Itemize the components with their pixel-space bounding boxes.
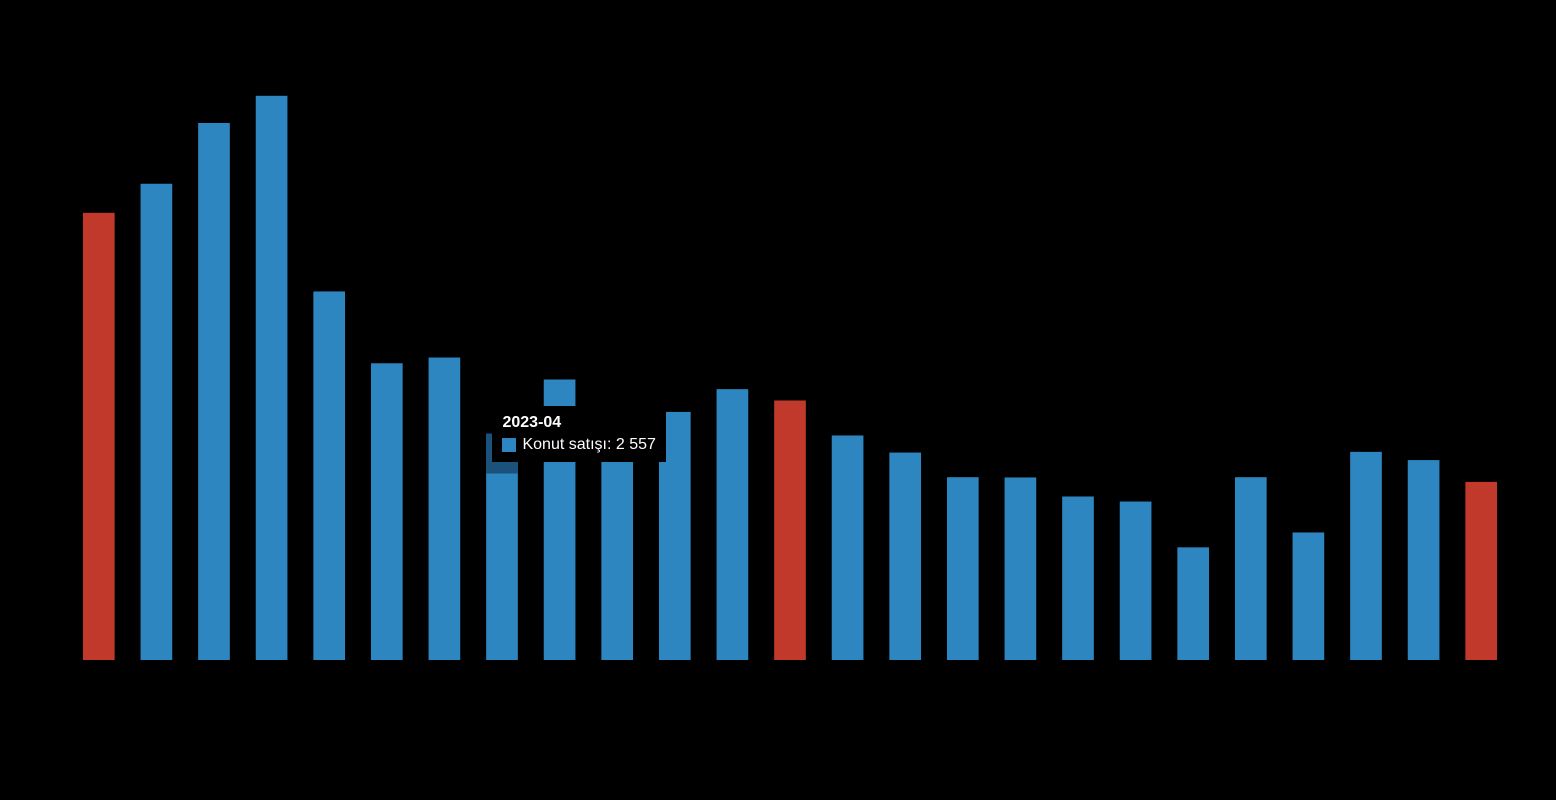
x-tick-label: 2024-05	[1200, 664, 1253, 712]
bar[interactable]	[659, 412, 691, 660]
x-tick-label: 2024-04	[1143, 664, 1197, 713]
bar[interactable]	[1408, 460, 1440, 660]
bar[interactable]	[371, 363, 403, 660]
bar[interactable]	[1120, 502, 1152, 660]
x-tick-label: 2023-04	[451, 664, 505, 713]
chart-svg: 0 1 000 2 000 3 000 4 000 5 000 6 000 7 000 2022…	[0, 0, 1556, 800]
bar[interactable]	[601, 428, 633, 661]
x-tick-label: 2023-08	[682, 664, 735, 712]
x-tick-label: 2023-06	[567, 664, 620, 712]
bar[interactable]	[1350, 452, 1382, 660]
x-tick-label: 2022-12	[221, 664, 274, 712]
x-tick-label: 2024-02	[1027, 664, 1080, 712]
bar[interactable]	[1005, 477, 1037, 660]
x-tick-label: 2023-12	[912, 664, 965, 712]
bar[interactable]	[889, 453, 921, 660]
bar[interactable]	[141, 184, 173, 660]
x-tick-label: 2023-03	[394, 664, 447, 712]
bar[interactable]	[1293, 532, 1325, 660]
y-tick-label: 6 000	[18, 121, 58, 138]
y-tick-label: 4 000	[18, 298, 58, 315]
x-tick-label: 2023-05	[509, 664, 562, 712]
bar[interactable]	[256, 96, 288, 660]
x-tick-label: 2024-08	[1373, 664, 1426, 712]
x-tick-label: 2022-09	[48, 664, 101, 712]
bar[interactable]	[198, 123, 230, 660]
bar[interactable]	[1062, 496, 1094, 660]
bar[interactable]	[1177, 547, 1209, 660]
x-tick-label: 2024-03	[1085, 664, 1138, 712]
y-tick-label: 3 000	[18, 386, 58, 403]
x-tick-label: 2022-10	[106, 664, 159, 712]
bar[interactable]	[313, 291, 345, 660]
y-tick-label: 2 000	[18, 475, 58, 492]
x-tick-label: 2023-07	[624, 664, 677, 712]
bar[interactable]	[1235, 477, 1267, 660]
bar[interactable]	[83, 213, 115, 660]
bar-chart: 0 1 000 2 000 3 000 4 000 5 000 6 000 7 000 2022…	[0, 0, 1556, 800]
x-tick-label: 2023-10	[797, 664, 850, 712]
y-tick-label: 5 000	[18, 209, 58, 226]
x-tick-label: 2024-07	[1315, 664, 1368, 712]
y-tick-label: 0	[49, 652, 58, 669]
bar[interactable]	[1465, 482, 1497, 660]
x-tick-label: 2023-01	[279, 664, 332, 712]
bar[interactable]	[832, 435, 864, 660]
y-tick-label: 7 000	[18, 32, 58, 49]
bar[interactable]	[544, 379, 576, 660]
bar[interactable]	[947, 477, 979, 660]
x-tick-label: 2023-02	[336, 664, 389, 712]
x-tick-label: 2023-09	[739, 664, 792, 712]
x-tick-label: 2022-11	[164, 664, 216, 712]
x-tick-label: 2024-01	[970, 664, 1023, 712]
bar[interactable]	[429, 358, 461, 660]
bar[interactable]	[774, 400, 806, 660]
x-tick-label: 2024-09	[1431, 664, 1484, 712]
y-tick-label: 1 000	[18, 563, 58, 580]
x-tick-label: 2023-11	[855, 664, 907, 712]
x-tick-label: 2024-06	[1258, 664, 1311, 712]
bar[interactable]	[717, 389, 749, 660]
